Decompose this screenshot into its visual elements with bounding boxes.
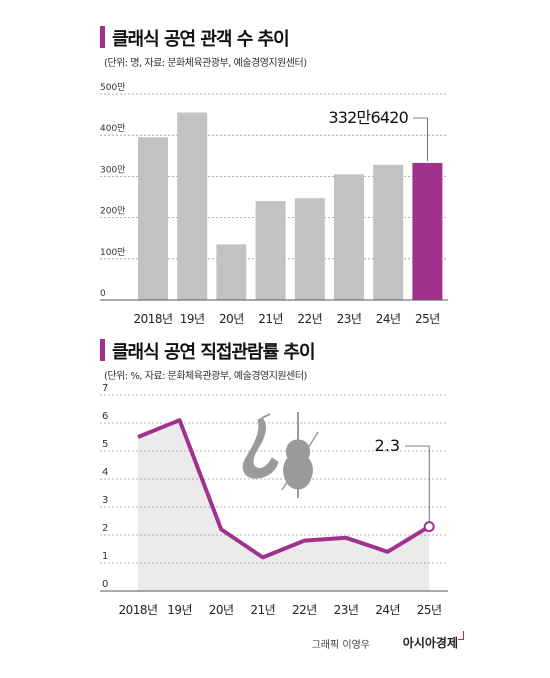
chart2-title-bar (100, 339, 105, 361)
saxophone-icon (242, 417, 279, 479)
x-tick-label: 20년 (209, 603, 234, 617)
x-tick-label: 2018년 (133, 312, 172, 326)
saxophone-neck-icon (261, 413, 271, 419)
bar (216, 244, 247, 300)
instruments-illustration (242, 412, 319, 498)
x-tick-label: 25년 (415, 312, 440, 326)
y-tick-label: 3 (102, 495, 108, 506)
violin-bow-icon (281, 431, 319, 491)
y-tick-label: 7 (102, 383, 108, 394)
y-tick-label: 100만 (100, 247, 125, 258)
y-tick-label: 2 (102, 523, 108, 534)
y-tick-label: 6 (102, 411, 108, 422)
x-tick-label: 21년 (258, 312, 283, 326)
x-tick-label: 24년 (376, 312, 401, 326)
x-tick-label: 23년 (334, 603, 359, 617)
annotation-label: 332만6420 (328, 108, 408, 127)
brand-mark-icon (458, 631, 464, 640)
x-tick-label: 21년 (250, 603, 275, 617)
x-tick-label: 2018년 (118, 603, 157, 617)
bar (334, 174, 364, 300)
bar (373, 164, 404, 300)
area-fill (138, 420, 430, 591)
x-tick-label: 20년 (219, 312, 244, 326)
y-tick-label: 400만 (100, 123, 125, 134)
bar (294, 198, 325, 300)
bar (177, 112, 208, 300)
chart1-subtitle: (단위: 명, 자료: 문화체육관광부, 예술경영지원센터) (104, 58, 307, 69)
y-tick-label: 5 (102, 439, 108, 450)
x-tick-label: 24년 (375, 603, 400, 617)
y-tick-label: 500만 (100, 82, 125, 93)
y-tick-label: 0 (102, 579, 108, 590)
y-tick-label: 200만 (100, 206, 125, 217)
x-tick-label: 22년 (297, 312, 322, 326)
bar (255, 201, 286, 300)
y-tick-label: 4 (102, 467, 108, 478)
bar (412, 162, 443, 300)
y-tick-label: 300만 (100, 164, 125, 175)
chart1-title: 클래식 공연 관객 수 추이 (112, 29, 290, 50)
chart1-bar-chart: 0 100만 200만 300만 400만 500만 2018년 19년 20년 21년 22년 23… (100, 82, 448, 326)
x-tick-label: 19년 (167, 603, 192, 617)
annotation-leader (413, 117, 428, 161)
annotation-label: 2.3 (375, 436, 400, 455)
end-point-marker (423, 521, 435, 533)
x-tick-label: 25년 (417, 603, 442, 617)
x-tick-label: 19년 (180, 312, 205, 326)
x-tick-label: 23년 (337, 312, 362, 326)
x-tick-label: 22년 (292, 603, 317, 617)
chart2-title: 클래식 공연 직접관람률 추이 (112, 342, 316, 363)
y-tick-label: 1 (102, 551, 108, 562)
bar (138, 137, 168, 300)
graphic-credit: 그래픽 이영우 (311, 640, 370, 651)
chart1-title-bar (100, 26, 105, 48)
annotation-leader (405, 445, 430, 522)
brand-logo: 아시아경제 (402, 636, 458, 650)
y-tick-label: 0 (100, 289, 106, 299)
chart2-subtitle: (단위: %, 자료: 문화체육관광부, 예술경영지원센터) (104, 371, 307, 382)
series-line (137, 418, 431, 560)
